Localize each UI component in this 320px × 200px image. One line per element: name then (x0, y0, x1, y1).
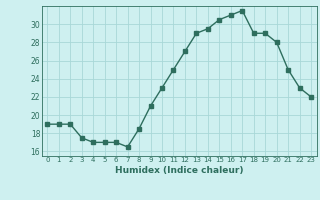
X-axis label: Humidex (Indice chaleur): Humidex (Indice chaleur) (115, 166, 244, 175)
